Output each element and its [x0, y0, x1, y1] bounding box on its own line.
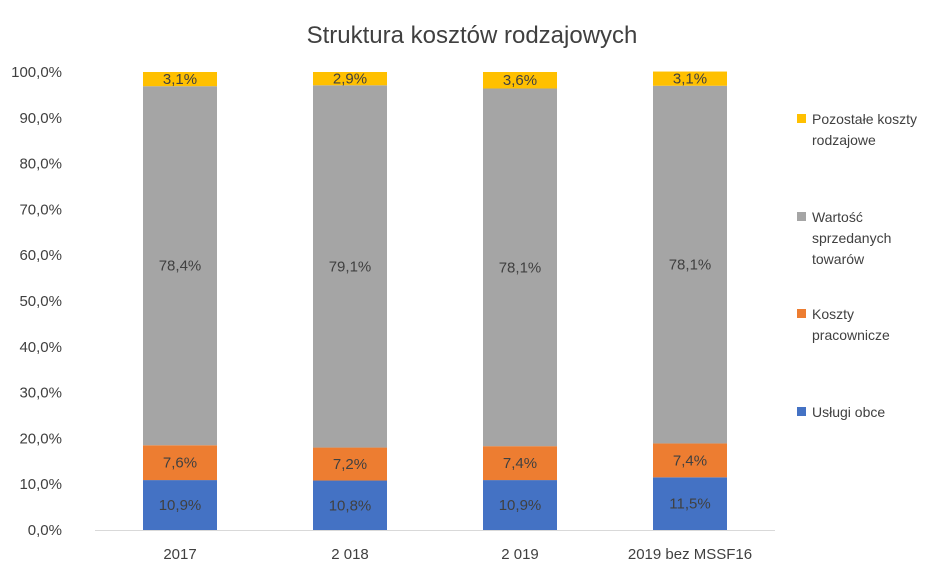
y-axis: 0,0% 10,0% 20,0% 30,0% 40,0% 50,0% 60,0% 70,0% 8…: [11, 64, 62, 539]
data-label: 7,4%: [503, 455, 537, 472]
bar-segment: [653, 477, 727, 530]
y-tick-label: 20,0%: [19, 430, 62, 447]
y-tick-label: 90,0%: [19, 110, 62, 127]
legend-label: Usługi obce: [812, 404, 885, 420]
chart-title: Struktura kosztów rodzajowych: [307, 22, 638, 49]
data-label: 79,1%: [329, 258, 372, 275]
y-tick-label: 60,0%: [19, 247, 62, 264]
y-tick-label: 30,0%: [19, 385, 62, 402]
y-tick-label: 80,0%: [19, 156, 62, 173]
data-label: 2,9%: [333, 71, 367, 88]
legend-label: Pozostałe koszty: [812, 111, 917, 127]
y-tick-label: 40,0%: [19, 339, 62, 356]
data-label: 78,1%: [499, 259, 542, 276]
bar-segment: [483, 72, 557, 89]
y-tick-label: 10,0%: [19, 476, 62, 493]
legend-label: Koszty: [812, 306, 854, 322]
bar-segment: [483, 88, 557, 447]
legend-swatch: [797, 309, 806, 318]
data-label: 3,1%: [163, 71, 197, 88]
legend-swatch: [797, 212, 806, 221]
y-tick-label: 0,0%: [28, 522, 62, 539]
data-label: 7,2%: [333, 456, 367, 473]
bar-segment: [483, 480, 557, 530]
bar-segment: [653, 443, 727, 478]
legend-label: rodzajowe: [812, 132, 876, 148]
legend-label: sprzedanych: [812, 230, 891, 246]
legend-item: Koszty pracownicze: [797, 306, 890, 343]
bar-segment: [313, 447, 387, 481]
x-tick-label: 2 019: [501, 546, 539, 563]
y-tick-label: 70,0%: [19, 201, 62, 218]
data-label: 10,9%: [159, 497, 202, 514]
legend-label: pracownicze: [812, 327, 890, 343]
legend-swatch: [797, 407, 806, 416]
legend-item: Usługi obce: [797, 404, 885, 420]
legend-label: Wartość: [812, 209, 863, 225]
x-tick-label: 2 018: [331, 546, 369, 563]
bar-segment: [653, 71, 727, 86]
data-label: 3,1%: [673, 71, 707, 88]
legend: Pozostałe koszty rodzajowe Wartość sprzedan…: [797, 111, 917, 420]
legend-item: Pozostałe koszty rodzajowe: [797, 111, 917, 148]
data-label: 7,6%: [163, 455, 197, 472]
bar-segment: [313, 480, 387, 530]
data-label: 10,9%: [499, 497, 542, 514]
bar-segment: [143, 72, 217, 87]
x-axis-labels: 2017 2 018 2 019 2019 bez MSSF16: [163, 546, 752, 563]
bar-segment: [653, 85, 727, 444]
bar-segment: [143, 445, 217, 481]
data-label: 11,5%: [669, 496, 710, 513]
bars: 10,9% 7,6% 78,4% 3,1% 10,8% 7,2% 79,1% 2,9% 10,9…: [143, 71, 727, 530]
x-tick-label: 2017: [163, 546, 196, 563]
legend-swatch: [797, 114, 806, 123]
bar-segment: [143, 480, 217, 530]
bar-segment: [143, 86, 217, 446]
data-label: 10,8%: [329, 497, 372, 514]
data-label: 78,4%: [159, 258, 202, 275]
bar-segment: [313, 72, 387, 86]
y-tick-label: 100,0%: [11, 64, 62, 81]
bar-segment: [483, 446, 557, 481]
data-label: 7,4%: [673, 452, 707, 469]
legend-item: Wartość sprzedanych towarów: [797, 209, 891, 267]
data-label: 3,6%: [503, 72, 537, 89]
bar-segment: [313, 85, 387, 448]
x-tick-label: 2019 bez MSSF16: [628, 546, 752, 563]
y-tick-label: 50,0%: [19, 293, 62, 310]
data-label: 78,1%: [669, 257, 712, 274]
legend-label: towarów: [812, 251, 865, 267]
